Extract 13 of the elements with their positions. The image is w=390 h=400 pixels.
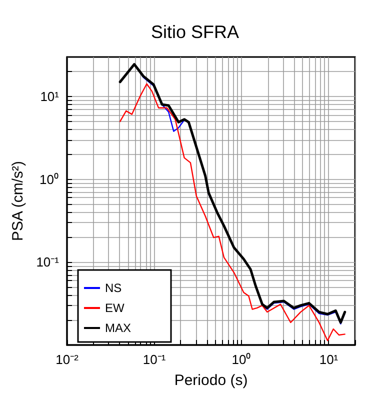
x-tick-label: 10¹: [319, 352, 339, 367]
chart-title: Sitio SFRA: [150, 22, 240, 42]
x-tick-label: 10⁰: [232, 352, 252, 367]
y-tick-label: 10¹: [40, 89, 60, 104]
x-axis-title: Periodo (s): [174, 372, 248, 389]
legend-label: MAX: [105, 321, 132, 335]
x-tick-label: 10⁻²: [56, 352, 80, 367]
legend-label: NS: [105, 281, 122, 295]
y-tick-label: 10⁰: [40, 172, 59, 187]
legend-label: EW: [105, 301, 126, 315]
y-axis-title: PSA (cm/s²): [9, 160, 26, 242]
y-tick-label: 10⁻¹: [36, 254, 60, 270]
x-tick-label: 10⁻¹: [142, 352, 166, 367]
